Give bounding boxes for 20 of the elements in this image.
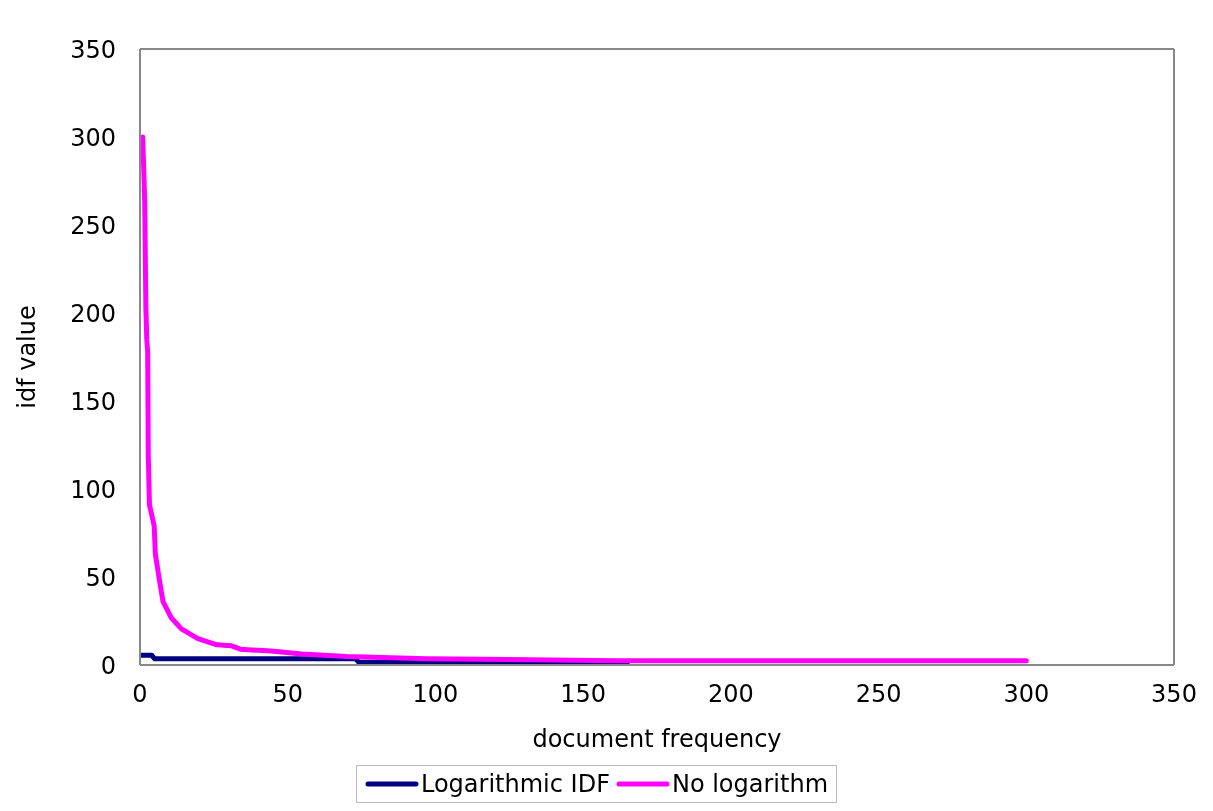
y-tick-label: 250 — [70, 211, 116, 240]
x-tick-label: 150 — [560, 680, 607, 709]
y-tick-label: 150 — [70, 387, 116, 416]
y-axis-title: idf value — [12, 305, 41, 409]
legend-label: No logarithm — [671, 770, 829, 798]
x-axis-title: document frequency — [532, 725, 782, 753]
y-tick-label: 50 — [85, 563, 116, 592]
y-tick-label: 100 — [70, 475, 116, 504]
legend-label: Logarithmic IDF — [420, 770, 610, 798]
x-tick-label: 250 — [855, 680, 902, 709]
x-tick-label: 50 — [272, 680, 303, 709]
x-tick-label: 300 — [1003, 680, 1050, 709]
x-tick-label: 100 — [412, 680, 459, 709]
x-tick-label: 350 — [1151, 680, 1197, 709]
y-tick-label: 0 — [100, 651, 116, 680]
x-tick-label: 0 — [132, 680, 148, 709]
y-tick-label: 350 — [70, 35, 116, 64]
x-tick-label: 200 — [707, 680, 754, 709]
y-tick-label: 200 — [70, 299, 116, 328]
y-tick-label: 300 — [70, 123, 116, 152]
